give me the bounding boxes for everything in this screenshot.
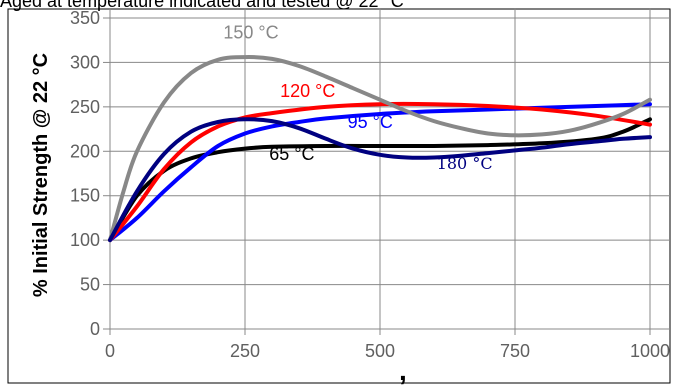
- y-tick-label: 300: [70, 52, 100, 72]
- series-line-65-c: [108, 117, 652, 243]
- series-line-180-c: [108, 117, 652, 243]
- series-line-120-c: [108, 101, 652, 243]
- y-tick-label: 150: [70, 186, 100, 206]
- series-label: 180 °C: [437, 154, 493, 173]
- chart-title: Aged at temperature indicated and tested…: [0, 0, 404, 11]
- x-tick-label: 250: [230, 341, 260, 361]
- y-tick-label: 50: [80, 275, 100, 295]
- x-tick-label: 0: [105, 341, 115, 361]
- y-tick-label: 250: [70, 97, 100, 117]
- y-tick-label: 200: [70, 141, 100, 161]
- series-label: 150 °C: [223, 22, 278, 42]
- x-tick-label: 500: [365, 341, 395, 361]
- y-tick-label: 100: [70, 230, 100, 250]
- grid: [110, 8, 670, 329]
- y-tick-label: 0: [90, 319, 100, 339]
- x-tick-label: 1000: [630, 341, 670, 361]
- y-axis-label: % Initial Strength @ 22 °C: [30, 53, 52, 297]
- y-tick-label: 350: [70, 8, 100, 28]
- series-lines: [108, 55, 652, 243]
- series-label: 120 °C: [280, 81, 335, 101]
- x-tick-label: 750: [500, 341, 530, 361]
- series-annotations: 150 °C 120 °C 95 °C 65 °C 180 °C: [223, 22, 492, 173]
- footer-mark: ,: [399, 355, 407, 386]
- series-line-150-c: [108, 55, 652, 243]
- axes: 0 250 500 750 1000 0 50 100 150 200 250 300 350: [70, 8, 670, 361]
- series-label: 95 °C: [348, 112, 393, 132]
- series-label: 65 °C: [269, 144, 314, 164]
